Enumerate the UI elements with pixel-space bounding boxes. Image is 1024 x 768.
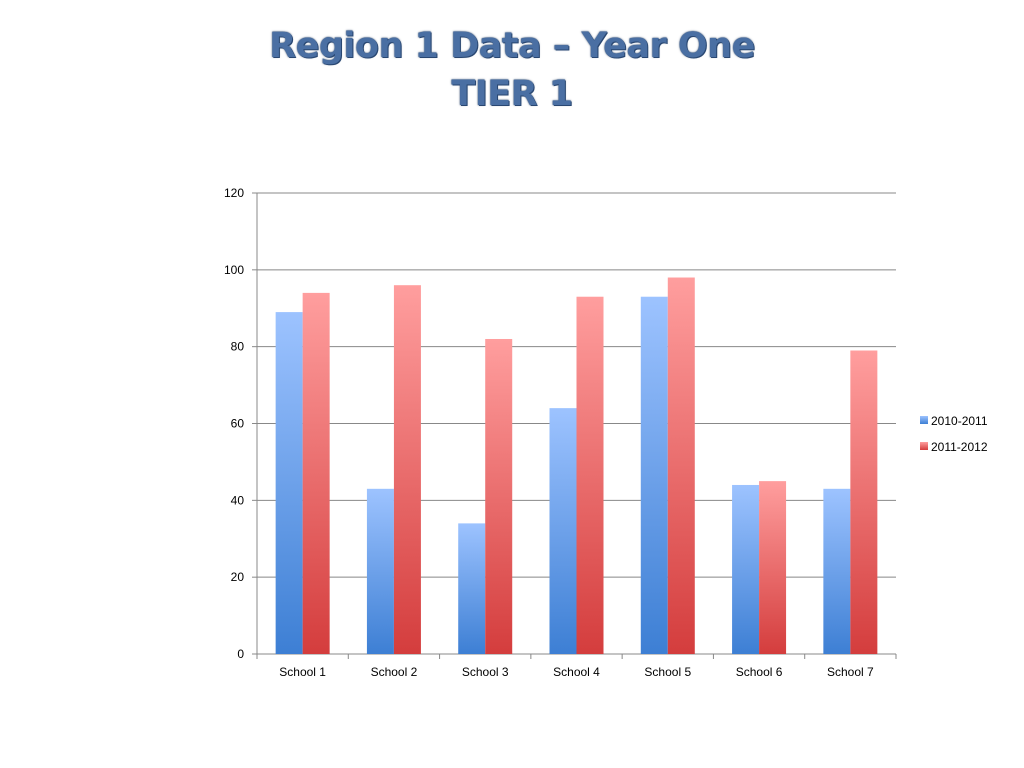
x-tick-label: School 4 — [553, 665, 600, 679]
x-tick-label: School 2 — [371, 665, 418, 679]
legend-swatch-1 — [920, 416, 928, 424]
y-tick-label: 0 — [237, 647, 244, 661]
legend-label-2: 2011-2012 — [931, 440, 988, 454]
slide-title-line-2: TIER 1 — [451, 74, 573, 114]
legend-label-1: 2010-2011 — [931, 414, 988, 428]
y-tick-label: 60 — [231, 417, 245, 431]
slide-title: Region 1 Data – Year One TIER 1 — [0, 22, 1024, 118]
x-tick-label: School 1 — [279, 665, 326, 679]
y-tick-label: 20 — [231, 570, 245, 584]
legend-swatch-2 — [920, 442, 928, 450]
y-tick-label: 80 — [231, 340, 245, 354]
x-tick-label: School 6 — [736, 665, 783, 679]
y-tick-label: 100 — [224, 263, 244, 277]
slide-title-line-1: Region 1 Data – Year One — [269, 26, 755, 66]
bars: 2010-2011 School 1: 892011-2012 School 1… — [275, 277, 878, 654]
bar-series-1: 2010-2011 School 5: 93 — [640, 296, 668, 654]
bar-series-1: 2010-2011 School 6: 44 — [732, 484, 760, 654]
bar-series-1: 2010-2011 School 1: 89 — [275, 312, 303, 654]
bar-series-1: 2010-2011 School 2: 43 — [366, 488, 394, 654]
bar-series-1: 2010-2011 School 3: 34 — [458, 523, 486, 654]
x-tick-label: School 7 — [827, 665, 874, 679]
legend: 2010-2011 2011-2012 — [920, 414, 988, 454]
bar-series-2: 2011-2012 School 3: 82 — [485, 338, 513, 654]
bar-series-1: 2010-2011 School 7: 43 — [823, 488, 851, 654]
bar-series-1: 2010-2011 School 4: 64 — [549, 408, 577, 654]
tick-labels: 0 20 40 60 80 100 120 School 1 School 2 School 3 S… — [224, 186, 874, 679]
bar-series-2: 2011-2012 School 1: 94 — [302, 292, 330, 654]
x-tick-label: School 5 — [644, 665, 691, 679]
bar-series-2: 2011-2012 School 6: 45 — [759, 481, 787, 654]
y-tick-label: 40 — [231, 493, 245, 507]
bar-series-2: 2011-2012 School 7: 79 — [850, 350, 878, 654]
bar-series-2: 2011-2012 School 5: 98 — [667, 277, 695, 654]
y-tick-label: 120 — [224, 186, 244, 200]
bar-series-2: 2011-2012 School 4: 93 — [576, 296, 604, 654]
x-tick-label: School 3 — [462, 665, 509, 679]
bar-series-2: 2011-2012 School 2: 96 — [393, 285, 421, 654]
